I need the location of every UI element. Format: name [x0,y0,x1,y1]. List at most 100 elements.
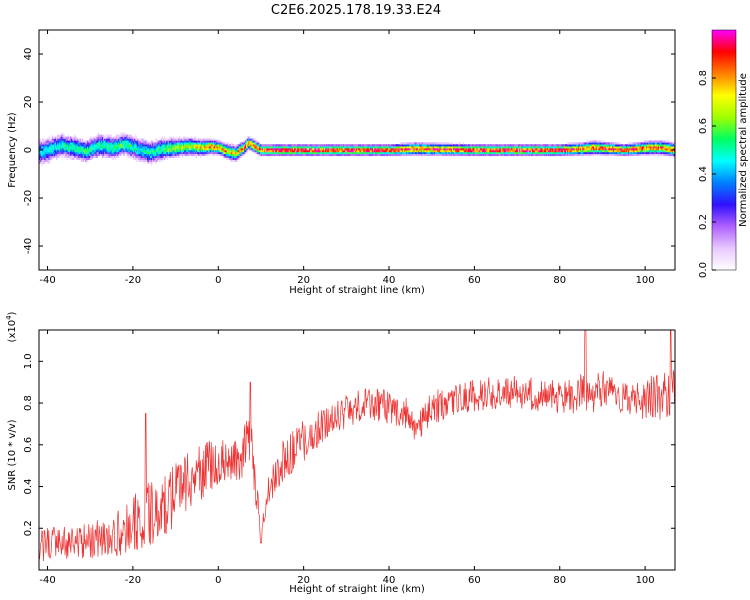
heatmap-cell [329,150,331,153]
heatmap-cell [438,153,440,157]
heatmap-cell [464,148,467,151]
heatmap-cell [495,146,498,149]
heatmap-cell [159,155,161,158]
heatmap-cell [390,148,392,151]
heatmap-cell [188,153,190,157]
heatmap-cell [448,148,451,151]
heatmap-cell [121,138,123,141]
heatmap-cell [457,148,459,151]
heatmap-cell [350,153,352,157]
heatmap-cell [160,144,163,147]
heatmap-cell [294,146,296,149]
heatmap-cell [144,140,147,143]
heatmap-cell [109,134,111,137]
heatmap-cell [225,151,228,155]
heatmap-cell [339,153,342,157]
heatmap-cell [152,150,154,153]
heatmap-cell [77,140,79,143]
heatmap-cell [492,148,494,151]
heatmap-cell [552,150,554,153]
heatmap-cell [354,150,357,153]
heatmap-cell [81,150,84,153]
heatmap-cell [152,142,154,145]
heatmap-cell [285,144,287,147]
heatmap-cell [133,136,136,139]
heatmap-cell [45,155,47,158]
heatmap-cell [41,148,43,151]
heatmap-cell [427,144,429,147]
heatmap-cell [355,148,358,151]
heatmap-cell [47,159,49,162]
heatmap-cell [526,151,529,155]
heatmap-cell [445,144,447,147]
heatmap-cell [287,148,290,151]
heatmap-cell [220,150,222,153]
heatmap-cell [551,148,553,151]
heatmap-cell [158,155,160,158]
heatmap-cell [228,148,231,151]
heatmap-cell [132,138,135,141]
heatmap-cell [665,151,667,155]
heatmap-cell [83,155,86,158]
heatmap-cell [65,144,68,147]
heatmap-cell [567,142,569,145]
heatmap-cell [368,150,371,153]
heatmap-cell [108,148,110,151]
heatmap-cell [253,148,255,151]
heatmap-cell [385,153,388,157]
heatmap-cell [154,148,156,151]
heatmap-cell [126,138,128,141]
heatmap-cell [492,151,494,155]
heatmap-cell [505,151,507,155]
heatmap-cell [114,148,117,151]
heatmap-cell [503,146,505,149]
heatmap-cell [79,138,81,141]
heatmap-cell [63,148,65,151]
heatmap-cell [78,142,80,145]
heatmap-cell [40,146,42,149]
heatmap-cell [457,144,459,147]
heatmap-cell [65,153,68,157]
heatmap-cell [137,153,139,157]
heatmap-cell [555,151,557,155]
heatmap-cell [377,151,379,155]
heatmap-cell [347,150,349,153]
heatmap-cell [430,148,432,151]
heatmap-cell [299,144,301,147]
heatmap-cell [541,146,543,149]
heatmap-cell [594,153,597,157]
heatmap-cell [373,153,375,157]
heatmap-cell [90,155,92,158]
heatmap-cell [248,148,250,151]
heatmap-cell [104,138,106,141]
heatmap-cell [597,153,599,157]
heatmap-cell [241,148,244,151]
heatmap-cell [503,153,505,157]
heatmap-cell [237,157,239,160]
heatmap-cell [42,144,44,147]
heatmap-cell [433,153,436,157]
heatmap-cell [553,148,555,151]
heatmap-cell [40,150,42,153]
heatmap-cell [454,153,456,157]
heatmap-cell [607,146,610,149]
heatmap-cell [95,153,97,157]
heatmap-cell [570,146,572,149]
heatmap-cell [501,144,503,147]
heatmap-cell [588,150,590,153]
heatmap-cell [313,146,315,149]
heatmap-cell [252,146,254,149]
heatmap-cell [151,151,153,155]
heatmap-cell [280,146,282,149]
heatmap-cell [360,153,362,157]
heatmap-cell [382,151,384,155]
heatmap-cell [186,153,188,157]
heatmap-cell [379,153,381,157]
heatmap-cell [92,138,94,141]
heatmap-cell [127,146,129,149]
heatmap-cell [65,148,68,151]
heatmap-cell [450,148,453,151]
heatmap-cell [455,150,457,153]
heatmap-cell [459,142,461,145]
heatmap-cell [557,148,559,151]
